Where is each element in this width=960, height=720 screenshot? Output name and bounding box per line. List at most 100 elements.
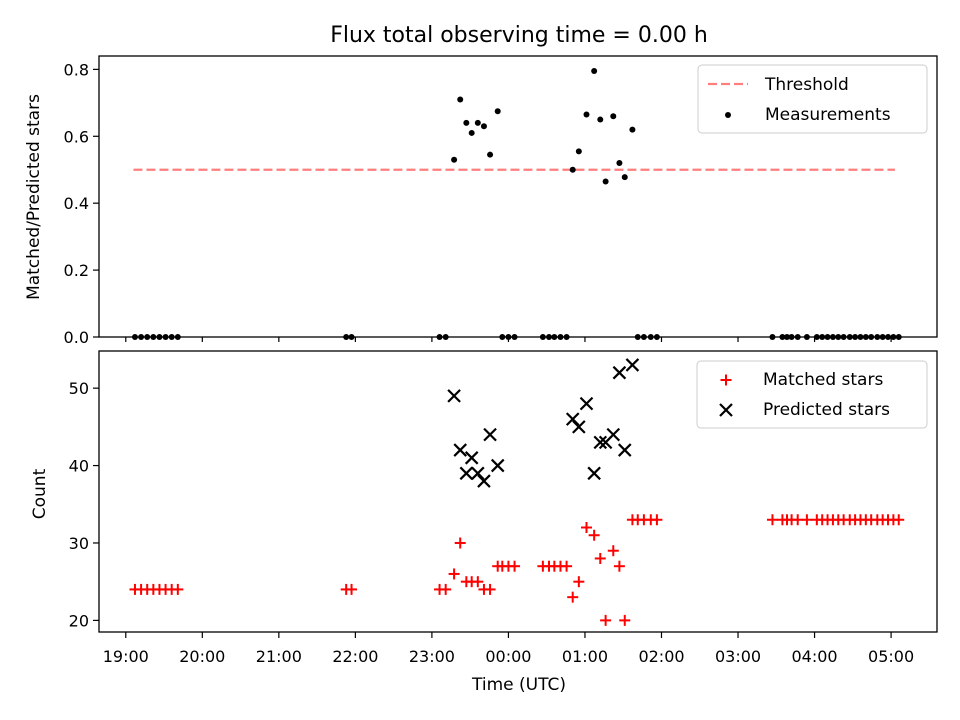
matched-star-marker (561, 560, 573, 572)
x-axis-label: Time (UTC) (471, 675, 566, 695)
top-panel: 0.00.20.40.60.8 Matched/Predicted stars … (24, 55, 938, 347)
matched-star-marker (573, 576, 585, 588)
predicted-star-marker (464, 451, 479, 465)
predicted-star-marker (606, 427, 621, 442)
y-tick-label: 20 (69, 611, 89, 630)
x-tick-label: 23:00 (409, 647, 455, 666)
top-y-axis-label: Matched/Predicted stars (24, 94, 44, 300)
matched-star-marker (484, 583, 496, 595)
bottom-panel: 20 30 40 50 19:00 20:00 21:00 22:00 23:00 00:00 0… (30, 350, 938, 695)
predicted-star-marker (565, 412, 580, 426)
x-tick-label: 21:00 (256, 647, 302, 666)
predicted-star-marker (579, 396, 594, 411)
matched-star-marker (893, 514, 905, 526)
measurement-point (494, 108, 501, 115)
predicted-star-marker (593, 435, 608, 450)
matched-star-marker (613, 560, 625, 572)
bottom-axes-frame (98, 350, 938, 633)
predicted-star-marker (587, 466, 601, 481)
top-legend: Threshold Measurements (697, 64, 928, 134)
predicted-star-marker (625, 358, 640, 372)
x-tick-label: 20:00 (179, 647, 225, 666)
measurement-point (569, 166, 576, 173)
legend-predicted-label: Predicted stars (763, 400, 890, 420)
measurement-point (474, 119, 481, 126)
matched-star-marker (619, 614, 631, 626)
x-tick-label: 02:00 (638, 647, 684, 666)
predicted-star-marker (471, 466, 485, 481)
matched-star-marker (567, 591, 579, 603)
x-tick-label: 04:00 (791, 647, 837, 666)
measurement-point (575, 148, 582, 155)
matched-star-marker (801, 514, 813, 526)
measurement-point (451, 156, 458, 163)
legend-threshold-label: Threshold (764, 75, 849, 95)
predicted-star-marker (483, 427, 497, 442)
x-tick-label: 01:00 (562, 647, 608, 666)
x-tick-label: 00:00 (485, 647, 531, 666)
predicted-star-marker (477, 474, 491, 488)
y-tick-label: 0.4 (64, 194, 89, 213)
matched-star-marker (607, 545, 619, 557)
matched-star-marker (792, 514, 804, 526)
y-tick-label: 50 (69, 379, 89, 398)
matched-star-marker (600, 614, 612, 626)
y-tick-label: 0.2 (64, 261, 89, 280)
predicted-star-marker (453, 443, 467, 457)
bottom-y-axis-ticks: 20 30 40 50 (69, 379, 99, 630)
bottom-x-axis-ticks: 19:00 20:00 21:00 22:00 23:00 00:00 01:00 02:00… (103, 632, 914, 666)
top-x-axis-ticks (125, 337, 892, 342)
x-tick-label: 05:00 (868, 647, 914, 666)
legend-measurements-swatch (725, 112, 731, 118)
measurement-point (616, 160, 623, 167)
matched-star-marker (440, 583, 452, 595)
predicted-star-marker (612, 365, 627, 380)
matched-star-marker (588, 529, 600, 541)
matched-star-marker (580, 521, 592, 533)
predicted-star-marker (459, 466, 474, 481)
top-y-axis-ticks: 0.0 0.2 0.4 0.6 0.8 (64, 60, 99, 347)
bottom-plot-marks (129, 358, 905, 626)
matched-star-marker (346, 583, 358, 595)
legend-matched-swatch (720, 374, 732, 386)
y-tick-label: 40 (69, 457, 89, 476)
measurement-point (487, 151, 494, 158)
measurement-point (629, 126, 636, 133)
y-tick-label: 0.8 (64, 60, 89, 79)
matched-star-marker (594, 552, 606, 564)
bottom-y-axis-label: Count (30, 468, 50, 519)
y-tick-label: 0.0 (64, 328, 89, 347)
predicted-star-marker (447, 389, 461, 403)
x-tick-label: 03:00 (715, 647, 761, 666)
legend-measurements-label: Measurements (765, 105, 891, 125)
matched-star-marker (766, 514, 778, 526)
measurement-point (457, 96, 464, 103)
matched-star-marker (172, 583, 184, 595)
bottom-legend: Matched stars Predicted stars (696, 360, 928, 429)
x-tick-label: 19:00 (103, 647, 149, 666)
y-tick-label: 0.6 (64, 127, 89, 146)
measurement-point (602, 178, 609, 185)
legend-matched-label: Matched stars (763, 370, 883, 390)
predicted-star-marker (572, 420, 586, 434)
matched-star-marker (472, 576, 484, 588)
measurement-point (597, 116, 604, 123)
y-tick-label: 30 (69, 534, 89, 553)
matched-star-marker (509, 560, 521, 572)
measurement-point (468, 129, 475, 136)
predicted-star-marker (490, 458, 505, 473)
legend-box (697, 64, 928, 134)
matched-star-marker (448, 568, 460, 580)
matched-star-marker (651, 514, 663, 526)
measurement-point (621, 174, 628, 181)
matched-star-marker (454, 537, 466, 549)
top-axes-frame (98, 55, 938, 338)
measurement-point (610, 113, 617, 120)
legend-predicted-swatch (719, 403, 733, 417)
chart-title: Flux total observing time = 0.00 h (330, 23, 708, 48)
measurement-point (480, 123, 487, 130)
x-tick-label: 22:00 (332, 647, 378, 666)
measurement-point (583, 111, 590, 118)
measurement-point (463, 119, 470, 126)
